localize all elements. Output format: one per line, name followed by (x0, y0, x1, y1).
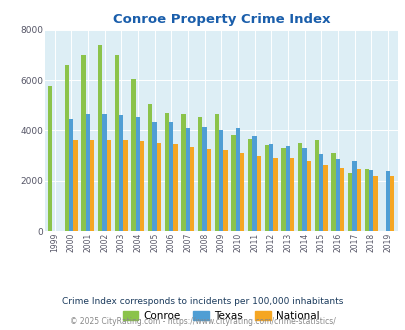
Bar (373, 176, 377, 231)
Title: Conroe Property Crime Index: Conroe Property Crime Index (112, 13, 329, 26)
Bar (385, 171, 389, 231)
Bar (81, 55, 85, 231)
Bar (214, 114, 219, 231)
Bar (297, 144, 302, 231)
Bar (69, 119, 73, 231)
Bar (302, 148, 306, 231)
Bar (314, 141, 318, 231)
Bar (389, 176, 393, 231)
Bar (135, 116, 140, 231)
Bar (368, 170, 373, 231)
Bar (115, 55, 119, 231)
Bar (352, 161, 356, 231)
Bar (219, 130, 223, 231)
Bar (323, 165, 327, 231)
Bar (107, 140, 111, 231)
Bar (185, 128, 190, 231)
Bar (90, 140, 94, 231)
Legend: Conroe, Texas, National: Conroe, Texas, National (118, 307, 323, 325)
Bar (285, 146, 289, 231)
Bar (148, 104, 152, 231)
Bar (247, 139, 252, 231)
Bar (239, 153, 244, 231)
Bar (181, 114, 185, 231)
Bar (102, 114, 107, 231)
Bar (264, 146, 269, 231)
Bar (356, 169, 360, 231)
Text: © 2025 CityRating.com - https://www.cityrating.com/crime-statistics/: © 2025 CityRating.com - https://www.city… (70, 317, 335, 326)
Bar (235, 128, 239, 231)
Bar (73, 140, 78, 231)
Bar (85, 114, 90, 231)
Bar (156, 143, 161, 231)
Bar (202, 127, 206, 231)
Bar (252, 136, 256, 231)
Bar (198, 116, 202, 231)
Bar (123, 140, 128, 231)
Bar (65, 65, 69, 231)
Bar (339, 168, 343, 231)
Bar (98, 45, 102, 231)
Bar (335, 159, 339, 231)
Bar (281, 148, 285, 231)
Bar (140, 141, 144, 231)
Bar (169, 121, 173, 231)
Bar (231, 135, 235, 231)
Bar (330, 153, 335, 231)
Bar (131, 79, 135, 231)
Text: Crime Index corresponds to incidents per 100,000 inhabitants: Crime Index corresponds to incidents per… (62, 297, 343, 307)
Bar (318, 154, 323, 231)
Bar (48, 86, 52, 231)
Bar (273, 158, 277, 231)
Bar (223, 150, 227, 231)
Bar (289, 158, 294, 231)
Bar (269, 144, 273, 231)
Bar (206, 149, 211, 231)
Bar (164, 113, 169, 231)
Bar (347, 173, 352, 231)
Bar (152, 121, 156, 231)
Bar (173, 145, 177, 231)
Bar (256, 156, 260, 231)
Bar (190, 147, 194, 231)
Bar (364, 169, 368, 231)
Bar (119, 115, 123, 231)
Bar (306, 161, 310, 231)
